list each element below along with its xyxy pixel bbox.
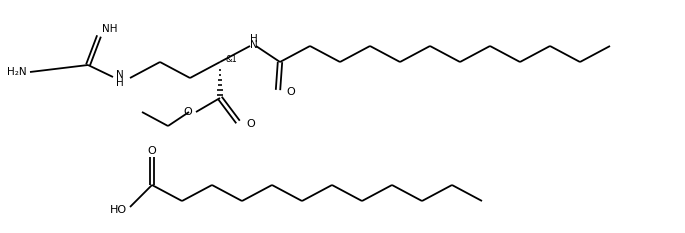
Text: O: O [246, 119, 255, 129]
Text: O: O [286, 87, 295, 97]
Text: H: H [250, 34, 258, 44]
Text: &1: &1 [226, 55, 238, 64]
Text: H: H [116, 78, 124, 88]
Text: N: N [250, 40, 258, 50]
Text: O: O [148, 146, 156, 156]
Text: HO: HO [110, 205, 127, 215]
Text: NH: NH [102, 24, 118, 34]
Text: O: O [184, 107, 192, 117]
Text: H₂N: H₂N [8, 67, 27, 77]
Text: N: N [116, 70, 124, 80]
